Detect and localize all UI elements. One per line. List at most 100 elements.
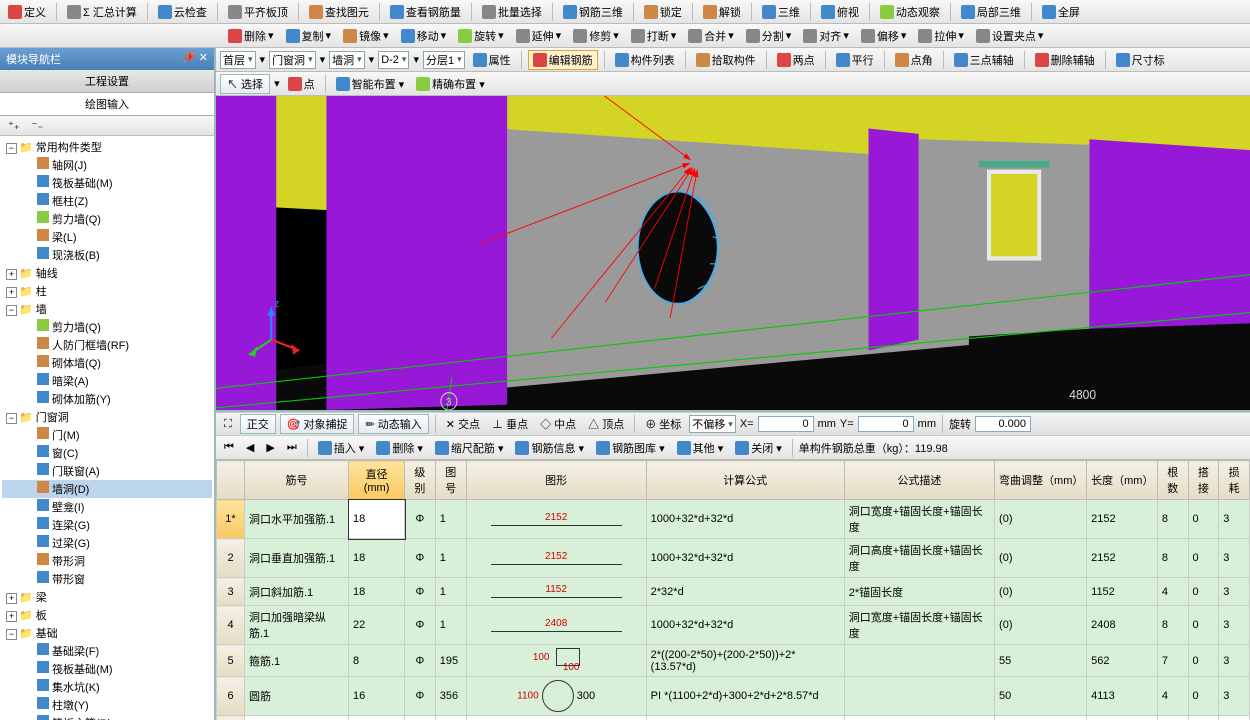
tab-draw-input[interactable]: 绘图输入 — [0, 93, 214, 116]
toolbar-btn[interactable]: 删除 ▾ — [224, 27, 278, 45]
prev-icon[interactable]: ◀ — [242, 440, 258, 455]
precise-layout-btn[interactable]: 精确布置 ▾ — [412, 75, 489, 93]
toolbar-btn[interactable]: 属性 — [469, 51, 515, 69]
toolbar-btn[interactable]: 查找图元 — [305, 3, 373, 21]
toolbar-btn[interactable]: 对齐 ▾ — [799, 27, 853, 45]
perp-btn[interactable]: ⊥ 垂点 — [488, 415, 532, 433]
table-row[interactable]: 7 — [217, 716, 1250, 720]
toolbar-btn[interactable]: 旋转 ▾ — [454, 27, 508, 45]
table-row[interactable]: 2 洞口垂直加强筋.1 18 Φ 1 2152 1000+32*d+32*d 洞… — [217, 539, 1250, 578]
tree-node[interactable]: +📁 板 — [2, 606, 212, 624]
tree-node[interactable]: +📁 轴线 — [2, 264, 212, 282]
toolbar-btn[interactable]: 延伸 ▾ — [512, 27, 566, 45]
offset-combo[interactable]: 不偏移 — [689, 415, 736, 433]
toolbar-btn[interactable]: 打断 ▾ — [627, 27, 681, 45]
combo[interactable]: 分层1 — [423, 51, 465, 69]
tree-node[interactable]: 墙洞(D) — [2, 480, 212, 498]
grid-tb-btn[interactable]: 缩尺配筋 ▾ — [431, 439, 508, 457]
toolbar-btn[interactable]: 全屏 — [1038, 3, 1084, 21]
toolbar-btn[interactable]: 偏移 ▾ — [857, 27, 911, 45]
toolbar-btn[interactable]: 构件列表 — [611, 51, 679, 69]
3d-viewport[interactable]: z 3 4800 — [216, 96, 1250, 410]
toolbar-btn[interactable]: 修剪 ▾ — [569, 27, 623, 45]
toolbar-btn[interactable]: 镜像 ▾ — [339, 27, 393, 45]
point-btn[interactable]: 点 — [284, 75, 319, 93]
toolbar-btn[interactable]: 设置夹点 ▾ — [972, 27, 1048, 45]
tree-node[interactable]: 壁龛(I) — [2, 498, 212, 516]
toolbar-btn[interactable]: 点角 — [891, 51, 937, 69]
col-header[interactable]: 根数 — [1157, 461, 1188, 500]
first-icon[interactable]: ⏮ — [220, 440, 238, 455]
col-header[interactable]: 公式描述 — [844, 461, 994, 500]
grid-tb-btn[interactable]: 钢筋信息 ▾ — [511, 439, 588, 457]
tree-node[interactable]: 带形洞 — [2, 552, 212, 570]
toolbar-btn[interactable]: 局部三维 — [957, 3, 1025, 21]
combo[interactable]: 首层 — [220, 51, 256, 69]
coord-btn[interactable]: ⊕ 坐标 — [641, 415, 685, 433]
mid-btn[interactable]: ◇ 中点 — [536, 415, 580, 433]
toolbar-btn[interactable]: Σ 汇总计算 — [63, 3, 141, 21]
expand-icon[interactable]: ⛶ — [220, 417, 236, 432]
snap-btn[interactable]: 🎯 对象捕捉 — [280, 414, 355, 434]
grid-tb-btn[interactable]: 删除 ▾ — [372, 439, 427, 457]
col-header[interactable]: 长度（mm） — [1087, 461, 1158, 500]
toolbar-btn[interactable]: 三点辅轴 — [950, 51, 1018, 69]
col-header[interactable]: 损耗 — [1219, 461, 1250, 500]
toolbar-btn[interactable]: 查看钢筋量 — [386, 3, 465, 21]
tree-node[interactable]: −📁 常用构件类型 — [2, 138, 212, 156]
col-header[interactable]: 搭接 — [1188, 461, 1219, 500]
table-row[interactable]: 5 箍筋.1 8 Φ 195 100100 2*((200-2*50)+(200… — [217, 645, 1250, 677]
tree-node[interactable]: 轴网(J) — [2, 156, 212, 174]
tree-node[interactable]: +📁 柱 — [2, 282, 212, 300]
tree-node[interactable]: 门(M) — [2, 426, 212, 444]
col-header[interactable]: 筋号 — [245, 461, 349, 500]
tree-node[interactable]: 过梁(G) — [2, 534, 212, 552]
grid-tb-btn[interactable]: 插入 ▾ — [314, 439, 369, 457]
col-header[interactable]: 图形 — [466, 461, 646, 500]
combo[interactable]: 墙洞 — [329, 51, 365, 69]
tree-node[interactable]: 现浇板(B) — [2, 246, 212, 264]
tree-node[interactable]: −📁 墙 — [2, 300, 212, 318]
cross-btn[interactable]: ✕ 交点 — [442, 415, 484, 433]
grid-tb-btn[interactable]: 其他 ▾ — [673, 439, 728, 457]
table-row[interactable]: 4 洞口加强暗梁纵筋.1 22 Φ 1 2408 1000+32*d+32*d … — [217, 606, 1250, 645]
table-row[interactable]: 3 洞口斜加筋.1 18 Φ 1 1152 2*32*d 2*锚固长度 (0) … — [217, 578, 1250, 606]
toolbar-btn[interactable]: 编辑钢筋 — [528, 50, 598, 70]
toolbar-btn[interactable]: 复制 ▾ — [282, 27, 336, 45]
tree-node[interactable]: 筏板主筋(R) — [2, 714, 212, 720]
tree-node[interactable]: 连梁(G) — [2, 516, 212, 534]
tab-project-settings[interactable]: 工程设置 — [0, 70, 214, 93]
col-header[interactable]: 图号 — [435, 461, 466, 500]
tree-node[interactable]: +📁 梁 — [2, 588, 212, 606]
toolbar-btn[interactable]: 尺寸标 — [1112, 51, 1169, 69]
toolbar-btn[interactable]: 动态观察 — [876, 3, 944, 21]
tree-node[interactable]: 窗(C) — [2, 444, 212, 462]
tree-node[interactable]: −📁 门窗洞 — [2, 408, 212, 426]
next-icon[interactable]: ▶ — [262, 440, 278, 455]
toolbar-btn[interactable]: 定义 — [4, 3, 50, 21]
grid-tb-btn[interactable]: 关闭 ▾ — [731, 439, 786, 457]
col-header[interactable]: 级别 — [405, 461, 436, 500]
dyn-btn[interactable]: ✏ 动态输入 — [358, 414, 428, 434]
toolbar-btn[interactable]: 删除辅轴 — [1031, 51, 1099, 69]
tree-node[interactable]: 集水坑(K) — [2, 678, 212, 696]
select-btn[interactable]: ↖ 选择 — [220, 74, 270, 94]
toolbar-btn[interactable]: 解锁 — [699, 3, 745, 21]
col-header[interactable]: 直径(mm) — [349, 461, 405, 500]
toolbar-btn[interactable]: 移动 ▾ — [397, 27, 451, 45]
tree-node[interactable]: 剪力墙(Q) — [2, 210, 212, 228]
col-header[interactable]: 弯曲调整（mm） — [995, 461, 1087, 500]
toolbar-btn[interactable]: 分割 ▾ — [742, 27, 796, 45]
toolbar-btn[interactable]: 合并 ▾ — [684, 27, 738, 45]
col-header[interactable]: 计算公式 — [646, 461, 844, 500]
col-header[interactable] — [217, 461, 245, 500]
tree-node[interactable]: 筏板基础(M) — [2, 660, 212, 678]
tree-node[interactable]: 框柱(Z) — [2, 192, 212, 210]
table-row[interactable]: 1* 洞口水平加强筋.1 18 Φ 1 2152 1000+32*d+32*d … — [217, 500, 1250, 539]
combo[interactable]: D-2 — [378, 51, 409, 69]
tree-collapse-icon[interactable]: ⁻₋ — [28, 118, 48, 133]
tree-node[interactable]: 剪力墙(Q) — [2, 318, 212, 336]
tree-node[interactable]: 带形窗 — [2, 570, 212, 588]
tree-node[interactable]: 基础梁(F) — [2, 642, 212, 660]
combo[interactable]: 门窗洞 — [269, 51, 316, 69]
